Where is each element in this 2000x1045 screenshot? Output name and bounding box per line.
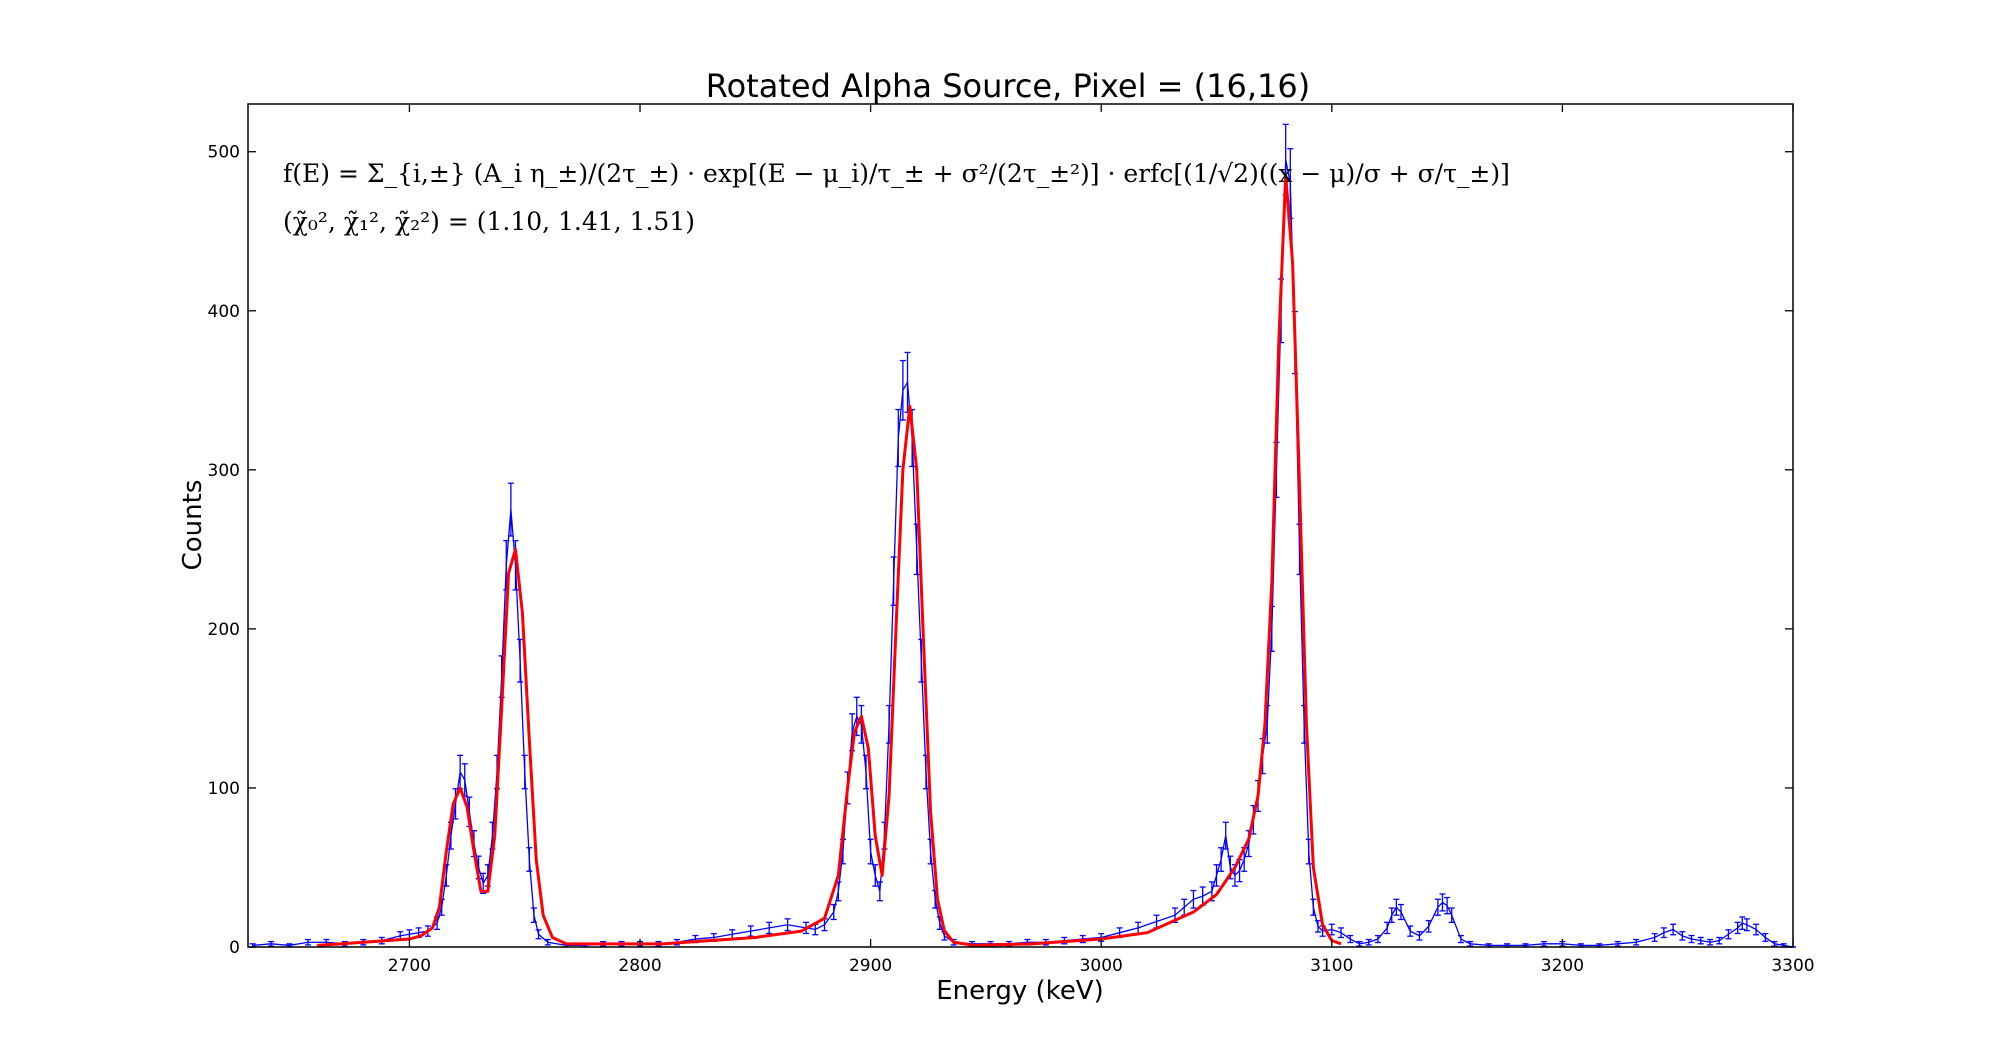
data-point-errorbar: [1310, 898, 1317, 916]
data-point-errorbar: [526, 847, 533, 872]
errorbar-series: [249, 123, 1796, 948]
data-point-errorbar: [1356, 940, 1363, 947]
data-point-errorbar: [1388, 907, 1395, 923]
data-point-errorbar: [1338, 927, 1345, 939]
data-point-errorbar: [876, 881, 883, 902]
data-point-errorbar: [1374, 934, 1381, 944]
x-tick-label: 2900: [849, 956, 892, 976]
data-point-errorbar: [1393, 898, 1400, 916]
data-point-errorbar: [1614, 940, 1621, 947]
data-point-errorbar: [1467, 940, 1474, 947]
x-tick-label: 3300: [1771, 956, 1814, 976]
y-tick-label: 300: [208, 461, 240, 481]
fit-curve: [317, 174, 1342, 947]
data-point-errorbar: [1397, 903, 1404, 921]
data-point-errorbar: [1314, 919, 1321, 933]
x-tick-label: 3200: [1541, 956, 1584, 976]
data-point-errorbar: [1407, 925, 1414, 937]
data-point-errorbar: [1679, 931, 1686, 941]
chart-title: Rotated Alpha Source, Pixel = (16,16): [706, 67, 1310, 105]
data-point-errorbar: [521, 754, 528, 790]
data-point-errorbar: [1739, 916, 1746, 930]
data-point-errorbar: [1218, 847, 1225, 872]
data-point-errorbar: [304, 938, 311, 946]
data-point-errorbar: [784, 918, 791, 932]
data-point-errorbar: [1457, 934, 1464, 944]
y-tick-label: 0: [229, 938, 240, 958]
data-point-errorbar: [530, 907, 537, 923]
measured-counts-line: [252, 159, 1794, 948]
data-point-errorbar: [517, 638, 524, 683]
data-point-errorbar: [544, 938, 551, 946]
chi-square-values: (χ̃₀², χ̃₁², χ̃₂²) = (1.10, 1.41, 1.51): [283, 206, 695, 236]
fit-formula: f(E) = Σ_{i,±} (A_i η_±)/(2τ_±) · exp[(E…: [283, 159, 1510, 188]
x-tick-label: 3000: [1080, 956, 1123, 976]
x-tick-label: 2700: [388, 956, 431, 976]
data-point-errorbar: [1448, 907, 1455, 923]
data-point-errorbar: [858, 704, 865, 744]
data-point-errorbar: [1697, 936, 1704, 945]
data-point-errorbar: [1753, 923, 1760, 936]
data-point-errorbar: [1688, 934, 1695, 944]
data-point-errorbar: [766, 921, 773, 935]
data-point-errorbar: [1365, 938, 1372, 946]
data-point-errorbar: [1434, 898, 1441, 916]
data-point-errorbar: [1444, 896, 1451, 915]
data-point-errorbar: [507, 482, 514, 537]
data-point-errorbar: [1190, 889, 1197, 909]
data-point-errorbar: [1762, 932, 1769, 942]
data-point-errorbar: [830, 903, 837, 921]
plot-frame: [247, 103, 1794, 948]
y-tick-label: 400: [208, 302, 240, 322]
y-tick-label: 100: [208, 779, 240, 799]
data-point-errorbar: [535, 929, 542, 940]
data-point-errorbar: [1706, 938, 1713, 946]
tick-layer: 2700 2800 2900 3000 3100 3200 3300 0 100 200 300 40…: [208, 104, 1815, 976]
data-point-errorbar: [1716, 936, 1723, 945]
fit-annotation: f(E) = Σ_{i,±} (A_i η_±)/(2τ_±) · exp[(E…: [283, 150, 1510, 245]
data-point-errorbar: [1416, 931, 1423, 941]
data-point-errorbar: [268, 940, 275, 947]
data-point-errorbar: [1540, 940, 1547, 947]
data-point-errorbar: [1670, 923, 1677, 936]
data-point-errorbar: [1347, 934, 1354, 944]
x-tick-label: 2800: [618, 956, 661, 976]
y-tick-label: 500: [208, 143, 240, 163]
x-axis-label: Energy (keV): [936, 976, 1104, 1006]
data-point-errorbar: [872, 864, 879, 887]
data-point-errorbar: [1734, 921, 1741, 935]
data-point-errorbar: [1213, 864, 1220, 887]
x-tick-label: 3100: [1310, 956, 1353, 976]
data-point-errorbar: [899, 359, 906, 421]
y-axis-label: Counts: [178, 480, 208, 571]
data-point-errorbar: [1743, 918, 1750, 932]
data-point-errorbar: [867, 838, 874, 865]
data-point-errorbar: [890, 556, 897, 606]
data-point-errorbar: [1771, 940, 1778, 947]
data-layer: [249, 123, 1796, 948]
data-point-errorbar: [1725, 929, 1732, 940]
data-point-errorbar: [1181, 898, 1188, 916]
y-tick-label: 200: [208, 620, 240, 640]
data-point-errorbar: [1439, 893, 1446, 912]
data-point-errorbar: [1651, 932, 1658, 942]
data-point-errorbar: [1660, 927, 1667, 939]
data-point-errorbar: [1633, 938, 1640, 946]
data-point-errorbar: [1222, 821, 1229, 850]
data-point-errorbar: [1425, 919, 1432, 933]
data-point-errorbar: [895, 408, 902, 468]
